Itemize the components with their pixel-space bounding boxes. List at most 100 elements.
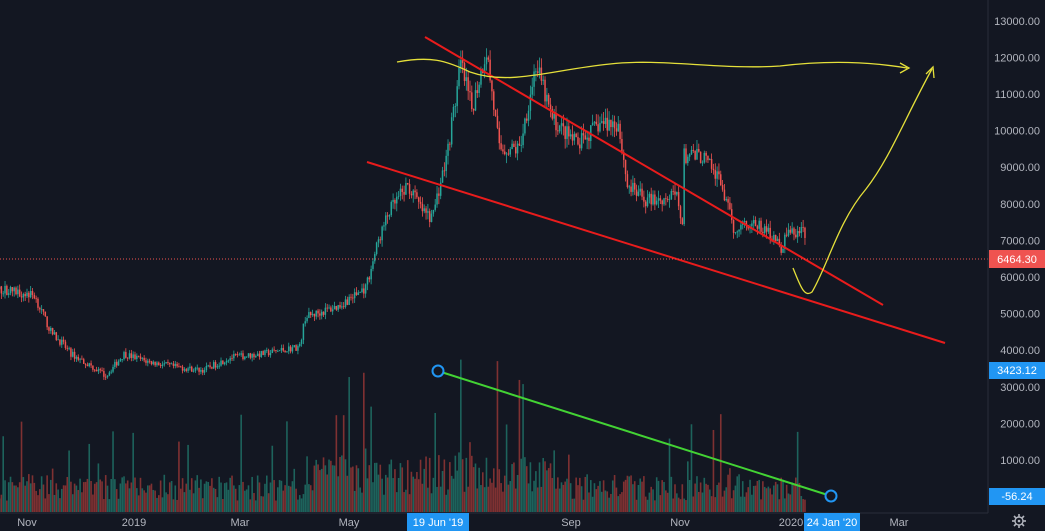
volume-bar: [679, 499, 682, 512]
volume-bar: [172, 499, 175, 512]
volume-bar: [346, 475, 349, 512]
candle-body: [546, 94, 548, 102]
candle-body: [145, 360, 147, 363]
candle-body: [214, 362, 217, 368]
candle-body: [306, 317, 308, 322]
candle-body: [557, 130, 559, 132]
time-axis[interactable]: [0, 513, 988, 531]
time-label-mar: Mar: [231, 517, 250, 529]
upper-trendline[interactable]: [424, 36, 884, 306]
volume-bar: [743, 496, 746, 512]
volume-bar: [179, 488, 182, 512]
candle-body: [599, 122, 601, 132]
candle-body: [434, 204, 436, 210]
candle-body: [575, 133, 577, 138]
volume-bar: [593, 483, 596, 512]
candle-body: [643, 196, 645, 202]
candle-body: [688, 154, 691, 157]
candle-body: [375, 242, 378, 255]
volume-bar: [690, 424, 693, 512]
volume-bar: [591, 496, 594, 512]
candle-body: [86, 364, 89, 367]
candle-body: [256, 353, 259, 356]
candle-body: [322, 311, 325, 315]
volume-bar: [672, 498, 674, 512]
volume-bar: [287, 485, 290, 512]
candle-body: [22, 294, 25, 298]
volume-bar: [718, 482, 720, 512]
gear-icon-ring: [1014, 516, 1024, 526]
candle-body: [298, 343, 301, 347]
volume-bar: [341, 455, 343, 512]
candle-body: [132, 354, 134, 358]
candle-body: [701, 162, 704, 164]
volume-trendline-start-handle[interactable]: [431, 364, 445, 378]
volume-bar: [762, 481, 764, 512]
volume-bar: [190, 478, 193, 512]
time-label-nov-2018: Nov: [17, 517, 37, 529]
candle-body: [721, 185, 724, 190]
candle-body: [196, 367, 198, 369]
volume-bar: [42, 484, 45, 512]
candle-body: [723, 189, 726, 201]
volume-bar: [256, 475, 259, 512]
volume-bar: [240, 414, 242, 512]
candle-body: [425, 208, 427, 213]
volume-trendline[interactable]: [437, 370, 832, 497]
resistance-projection[interactable]: [396, 58, 908, 79]
volume-bar: [606, 491, 609, 512]
candle-body: [676, 192, 678, 195]
candle-body: [547, 94, 550, 105]
volume-bar: [40, 476, 43, 512]
candle-body: [493, 91, 495, 110]
volume-trendline-end-handle[interactable]: [824, 489, 838, 503]
breakout-projection[interactable]: [792, 68, 933, 295]
volume-bar: [553, 450, 555, 512]
volume-bar: [320, 468, 323, 512]
volume-bar: [449, 462, 451, 512]
candle-body: [430, 213, 433, 222]
volume-bar: [92, 494, 94, 512]
lower-trendline[interactable]: [366, 161, 946, 344]
volume-bar: [9, 476, 12, 512]
candle-body: [302, 323, 305, 340]
candle-body: [696, 148, 698, 160]
candle-body: [536, 71, 539, 73]
volume-bar: [414, 478, 416, 512]
volume-bar: [262, 496, 264, 512]
volume-bar: [236, 500, 239, 512]
candle-body: [687, 156, 689, 163]
volume-bar: [106, 485, 109, 512]
candle-body: [386, 215, 389, 217]
volume-bar: [355, 465, 358, 512]
candle-body: [161, 364, 164, 367]
volume-bar: [143, 490, 145, 512]
gear-icon[interactable]: [1012, 514, 1026, 528]
candle-body: [319, 313, 321, 316]
volume-bar: [348, 377, 350, 512]
candle-body: [496, 115, 499, 128]
volume-bar: [289, 486, 292, 512]
handle-date-label: 24 Jan '20: [807, 517, 857, 529]
volume-bar: [163, 474, 166, 512]
candle-body: [277, 350, 279, 352]
candle-body: [97, 369, 100, 372]
candle-body: [273, 349, 275, 351]
candle-body: [108, 372, 111, 376]
candle-body: [68, 348, 70, 350]
candle-body: [754, 220, 757, 227]
candle-body: [40, 309, 43, 310]
volume-bar: [342, 415, 345, 512]
candle-body: [82, 359, 85, 364]
volume-bar: [55, 483, 58, 512]
volume-bar: [425, 456, 427, 512]
volume-bar: [712, 429, 715, 512]
volume-bar: [589, 480, 592, 512]
price-tick-label: 6000.00: [1000, 272, 1040, 284]
volume-bar: [456, 470, 458, 512]
volume-bar: [641, 481, 643, 512]
candle-body: [586, 137, 588, 140]
volume-bar: [110, 479, 113, 512]
volume-bar: [447, 489, 449, 512]
